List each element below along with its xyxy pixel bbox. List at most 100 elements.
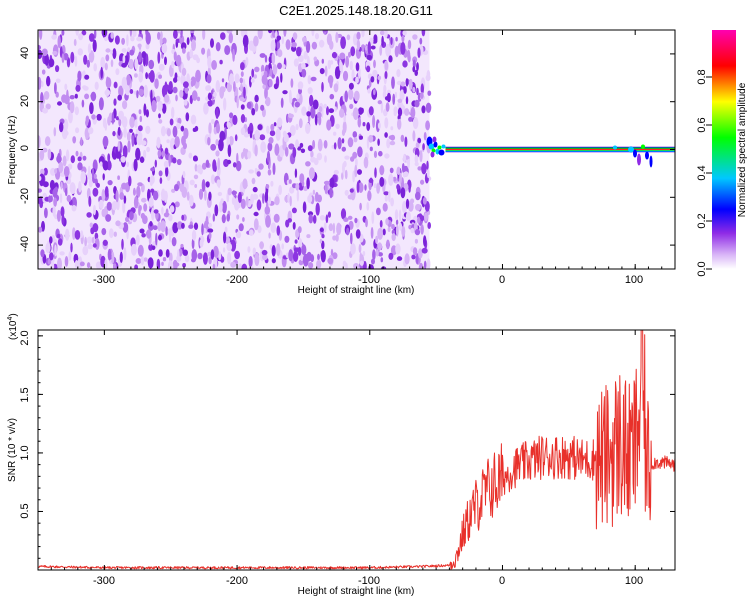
noise-speckle bbox=[190, 114, 197, 125]
noise-speckle bbox=[108, 228, 114, 239]
noise-speckle bbox=[179, 35, 185, 45]
noise-speckle bbox=[322, 30, 327, 33]
noise-speckle bbox=[152, 225, 158, 231]
noise-speckle bbox=[405, 96, 409, 105]
noise-speckle bbox=[168, 252, 173, 263]
noise-speckle bbox=[168, 154, 171, 167]
noise-speckle bbox=[77, 48, 84, 56]
noise-speckle bbox=[361, 30, 365, 38]
noise-speckle bbox=[339, 52, 346, 60]
noise-speckle bbox=[303, 50, 308, 60]
noise-speckle bbox=[396, 80, 402, 86]
noise-speckle bbox=[159, 177, 163, 185]
noise-speckle bbox=[312, 214, 317, 224]
signal-band bbox=[426, 136, 675, 168]
noise-speckle bbox=[93, 173, 97, 179]
noise-speckle bbox=[374, 37, 378, 43]
noise-speckle bbox=[86, 212, 92, 218]
noise-speckle bbox=[254, 94, 259, 103]
noise-speckle bbox=[218, 200, 223, 213]
noise-speckle bbox=[211, 60, 218, 70]
noise-speckle bbox=[294, 239, 298, 244]
noise-speckle bbox=[346, 34, 351, 41]
noise-speckle bbox=[217, 157, 221, 171]
noise-speckle bbox=[113, 263, 117, 269]
noise-speckle bbox=[175, 94, 178, 102]
noise-speckle bbox=[289, 186, 295, 194]
noise-speckle bbox=[143, 257, 148, 262]
noise-speckle bbox=[422, 143, 425, 151]
noise-region bbox=[38, 30, 432, 269]
noise-speckle bbox=[396, 166, 401, 175]
noise-speckle bbox=[407, 49, 411, 62]
noise-speckle bbox=[397, 98, 403, 103]
noise-speckle bbox=[201, 223, 204, 236]
noise-speckle bbox=[306, 177, 310, 190]
noise-speckle bbox=[254, 144, 258, 157]
noise-speckle bbox=[289, 195, 292, 207]
noise-speckle bbox=[375, 235, 379, 244]
noise-speckle bbox=[129, 211, 134, 221]
noise-speckle bbox=[348, 51, 351, 58]
noise-speckle bbox=[242, 217, 245, 222]
noise-speckle bbox=[234, 250, 241, 260]
noise-speckle bbox=[148, 243, 154, 251]
noise-speckle bbox=[288, 249, 294, 262]
y-multiplier-exponent: 4 bbox=[7, 317, 14, 321]
noise-speckle bbox=[323, 103, 328, 109]
noise-speckle bbox=[269, 130, 276, 137]
noise-speckle bbox=[407, 39, 412, 50]
noise-speckle bbox=[297, 81, 304, 90]
noise-speckle bbox=[296, 189, 300, 202]
noise-speckle bbox=[182, 263, 187, 268]
noise-speckle bbox=[357, 117, 362, 128]
noise-speckle bbox=[366, 122, 371, 131]
noise-speckle bbox=[422, 197, 427, 205]
noise-speckle bbox=[215, 107, 219, 120]
noise-speckle bbox=[207, 222, 213, 228]
noise-speckle bbox=[162, 37, 167, 45]
noise-speckle bbox=[348, 88, 354, 100]
noise-speckle bbox=[161, 43, 168, 54]
noise-speckle bbox=[328, 223, 334, 232]
noise-speckle bbox=[176, 221, 183, 230]
signal-irregularity bbox=[645, 151, 649, 160]
noise-speckle bbox=[400, 81, 406, 87]
noise-speckle bbox=[65, 149, 70, 162]
noise-speckle bbox=[102, 173, 105, 181]
noise-speckle bbox=[376, 183, 380, 194]
snr-background bbox=[38, 330, 675, 570]
noise-speckle bbox=[277, 49, 283, 58]
top-x-tick-label: 0 bbox=[499, 274, 505, 286]
signal-irregularity bbox=[613, 145, 617, 150]
noise-speckle bbox=[236, 214, 240, 220]
noise-speckle bbox=[335, 234, 339, 242]
noise-speckle bbox=[158, 249, 163, 257]
noise-speckle bbox=[132, 30, 137, 38]
noise-speckle bbox=[138, 206, 141, 216]
noise-speckle bbox=[339, 59, 342, 72]
noise-speckle bbox=[75, 84, 81, 92]
noise-speckle bbox=[69, 95, 75, 100]
noise-speckle bbox=[205, 181, 210, 188]
noise-speckle bbox=[292, 147, 297, 159]
noise-speckle bbox=[127, 47, 131, 53]
noise-speckle bbox=[270, 123, 275, 131]
noise-speckle bbox=[191, 90, 198, 101]
noise-speckle bbox=[340, 208, 347, 220]
noise-speckle bbox=[379, 30, 385, 36]
noise-speckle bbox=[299, 142, 304, 148]
noise-speckle bbox=[252, 247, 256, 255]
noise-speckle bbox=[202, 30, 206, 40]
noise-speckle bbox=[391, 223, 395, 230]
noise-speckle bbox=[38, 188, 42, 193]
noise-speckle bbox=[426, 69, 431, 80]
noise-speckle bbox=[343, 217, 349, 222]
noise-speckle bbox=[205, 159, 210, 168]
noise-speckle bbox=[340, 36, 346, 49]
noise-speckle bbox=[276, 225, 281, 236]
noise-speckle bbox=[74, 93, 78, 99]
noise-speckle bbox=[284, 235, 290, 243]
noise-speckle bbox=[162, 257, 167, 262]
